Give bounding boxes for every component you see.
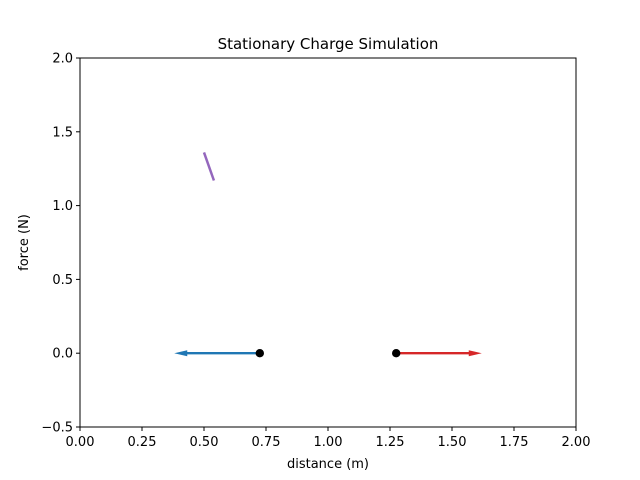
y-tick-label: −0.5 bbox=[41, 421, 73, 436]
force-arrow-right bbox=[396, 350, 482, 357]
force-arrow-left bbox=[174, 350, 260, 357]
y-tick-label: 0.0 bbox=[52, 347, 73, 362]
x-tick-label: 1.00 bbox=[314, 435, 343, 450]
y-tick-label: 0.5 bbox=[52, 273, 73, 288]
y-axis-title: force (N) bbox=[17, 214, 32, 271]
y-axis-ticks: −0.5 0.0 0.5 1.0 1.5 2.0 bbox=[41, 52, 80, 436]
x-tick-label: 1.75 bbox=[500, 435, 529, 450]
y-tick-label: 1.5 bbox=[52, 125, 73, 140]
x-tick-label: 0.00 bbox=[66, 435, 95, 450]
y-tick-label: 2.0 bbox=[52, 52, 73, 67]
x-tick-label: 1.25 bbox=[376, 435, 405, 450]
plot-area bbox=[174, 152, 482, 358]
charge-point bbox=[392, 349, 401, 358]
x-tick-label: 0.75 bbox=[252, 435, 281, 450]
trajectory-segment bbox=[202, 152, 216, 181]
x-axis-ticks: 0.00 0.25 0.50 0.75 1.00 1.25 1.50 1.75 2.00 bbox=[66, 427, 591, 450]
y-tick-label: 1.0 bbox=[52, 199, 73, 214]
x-tick-label: 1.50 bbox=[438, 435, 467, 450]
x-axis-title: distance (m) bbox=[287, 457, 369, 472]
x-tick-label: 0.50 bbox=[190, 435, 219, 450]
charge-point bbox=[255, 349, 264, 358]
chart-title: Stationary Charge Simulation bbox=[218, 35, 439, 53]
x-tick-label: 2.00 bbox=[562, 435, 591, 450]
x-tick-label: 0.25 bbox=[128, 435, 157, 450]
